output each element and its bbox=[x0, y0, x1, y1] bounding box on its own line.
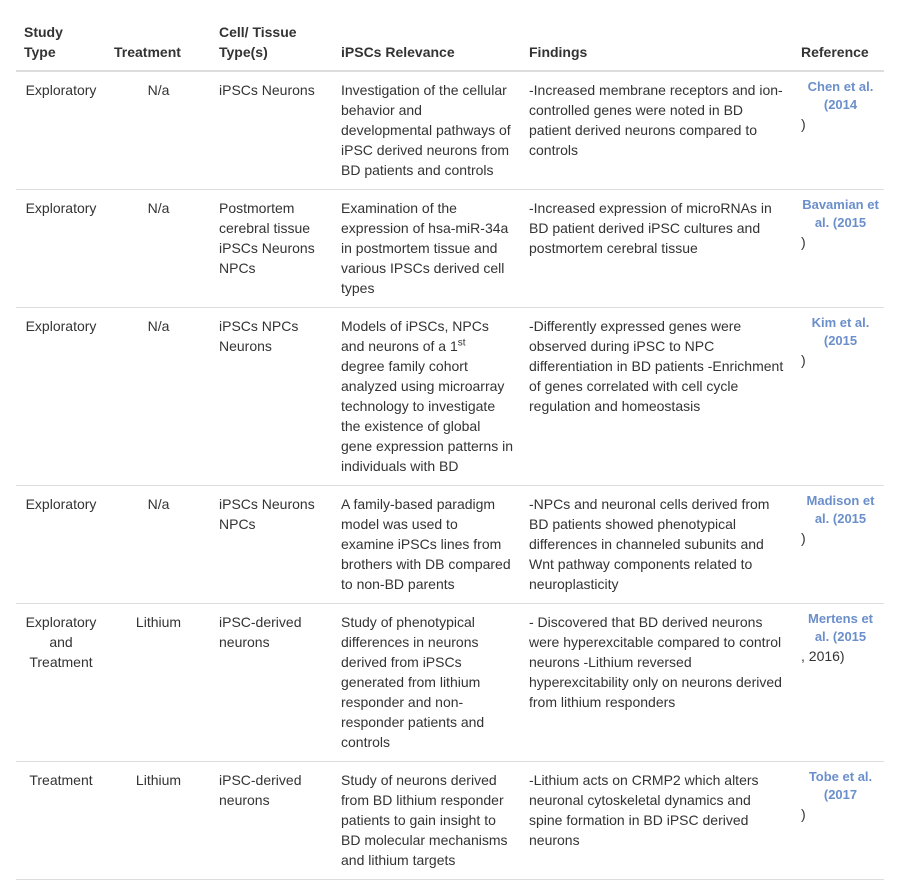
reference-suffix: ) bbox=[801, 530, 806, 546]
reference-suffix: ) bbox=[801, 116, 806, 132]
cell-type: iPSCs Neurons NPCs bbox=[211, 485, 333, 604]
cell-type: iPSC-derived neurons bbox=[211, 761, 333, 880]
study-type: Exploratory and Treatment bbox=[16, 603, 106, 762]
cell-type: Postmortem cerebral tissue iPSCs Neurons… bbox=[211, 189, 333, 308]
reference-suffix: ) bbox=[801, 806, 806, 822]
findings: -Increased membrane receptors and ion-co… bbox=[521, 71, 793, 190]
reference-link[interactable]: Madison et al. (2015 bbox=[806, 493, 875, 526]
reference-link[interactable]: Bavamian et al. (2015 bbox=[802, 197, 879, 230]
cell-type: iPSCs NPCs Neurons bbox=[211, 307, 333, 486]
table-row: Treatment Lithium iPSC-derived neurons Stud… bbox=[16, 761, 884, 880]
header-row: Study Type Treatment Cell/ Tissue Type(s) i… bbox=[16, 20, 884, 72]
study-type: Exploratory bbox=[16, 71, 106, 190]
treatment: N/a bbox=[106, 71, 211, 190]
findings: - Discovered that BD derived neurons wer… bbox=[521, 603, 793, 762]
reference: Kim et al. (2015) bbox=[793, 307, 884, 486]
reference-link[interactable]: Tobe et al. (2017 bbox=[808, 769, 873, 802]
relevance: Study of phenotypical differences in neu… bbox=[333, 603, 521, 762]
cell-type: iPSCs Neurons bbox=[211, 71, 333, 190]
column-header: Study Type bbox=[16, 20, 106, 72]
relevance: Models of iPSCs, NPCs and neurons of a 1… bbox=[333, 307, 521, 486]
reference-suffix: ) bbox=[801, 352, 806, 368]
reference-suffix: ) bbox=[801, 234, 806, 250]
table-head: Study Type Treatment Cell/ Tissue Type(s) i… bbox=[16, 20, 884, 72]
study-type: Exploratory bbox=[16, 189, 106, 308]
data-table: Study Type Treatment Cell/ Tissue Type(s) i… bbox=[16, 20, 884, 880]
reference-link[interactable]: Kim et al. (2015 bbox=[811, 315, 870, 348]
relevance: Study of neurons derived from BD lithium… bbox=[333, 761, 521, 880]
findings: -NPCs and neuronal cells derived from BD… bbox=[521, 485, 793, 604]
reference: Tobe et al. (2017) bbox=[793, 761, 884, 880]
relevance-text: Models of iPSCs, NPCs and neurons of a 1 bbox=[341, 318, 489, 354]
column-header: iPSCs Relevance bbox=[333, 20, 521, 72]
findings: -Lithium acts on CRMP2 which alters neur… bbox=[521, 761, 793, 880]
reference: Bavamian et al. (2015) bbox=[793, 189, 884, 308]
reference-link[interactable]: Chen et al. (2014 bbox=[807, 79, 874, 112]
treatment: Lithium bbox=[106, 603, 211, 762]
cell-type: iPSC-derived neurons bbox=[211, 603, 333, 762]
treatment: N/a bbox=[106, 189, 211, 308]
column-header: Cell/ Tissue Type(s) bbox=[211, 20, 333, 72]
relevance-text: degree family cohort analyzed using micr… bbox=[341, 358, 513, 474]
table-row: Exploratory and Treatment Lithium iPSC-der… bbox=[16, 603, 884, 762]
reference: Madison et al. (2015) bbox=[793, 485, 884, 604]
column-header: Findings bbox=[521, 20, 793, 72]
table-row: Exploratory N/a Postmortem cerebral tissue… bbox=[16, 189, 884, 308]
table-row: Exploratory N/a iPSCs Neurons NPCs A family… bbox=[16, 485, 884, 604]
study-type: Treatment bbox=[16, 761, 106, 880]
superscript: st bbox=[457, 337, 466, 349]
relevance: Investigation of the cellular behavior a… bbox=[333, 71, 521, 190]
column-header: Treatment bbox=[106, 20, 211, 72]
table-row: Exploratory N/a iPSCs NPCs Neurons Models o… bbox=[16, 307, 884, 486]
treatment: N/a bbox=[106, 485, 211, 604]
treatment: Lithium bbox=[106, 761, 211, 880]
reference: Chen et al. (2014) bbox=[793, 71, 884, 190]
findings: -Differently expressed genes were observ… bbox=[521, 307, 793, 486]
study-type: Exploratory bbox=[16, 307, 106, 486]
relevance: A family-based paradigm model was used t… bbox=[333, 485, 521, 604]
findings: -Increased expression of microRNAs in BD… bbox=[521, 189, 793, 308]
column-header: Reference bbox=[793, 20, 884, 72]
study-type: Exploratory bbox=[16, 485, 106, 604]
reference-link[interactable]: Mertens et al. (2015 bbox=[807, 611, 874, 644]
relevance: Examination of the expression of hsa-miR… bbox=[333, 189, 521, 308]
table-row: Exploratory N/a iPSCs Neurons Investigation… bbox=[16, 71, 884, 190]
table-body: Exploratory N/a iPSCs Neurons Investigation… bbox=[16, 71, 884, 880]
reference: Mertens et al. (2015 , 2016) bbox=[793, 603, 884, 762]
treatment: N/a bbox=[106, 307, 211, 486]
reference-suffix: , 2016) bbox=[801, 648, 845, 664]
